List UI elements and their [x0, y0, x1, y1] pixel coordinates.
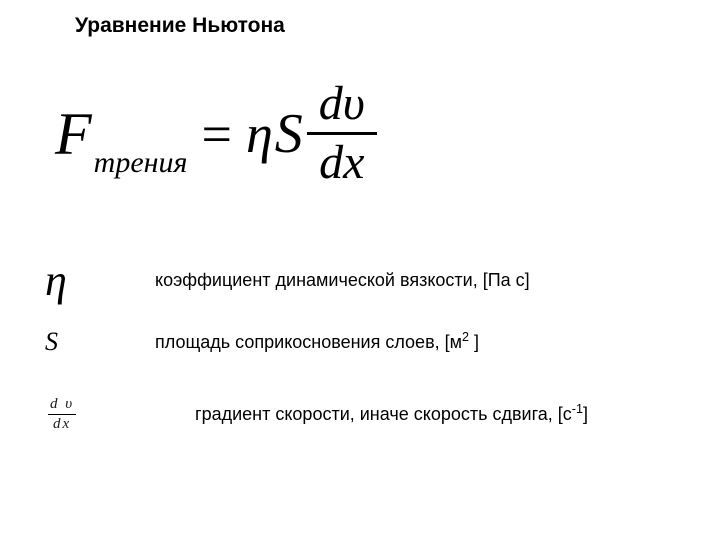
symbol-eta: η: [45, 256, 67, 305]
equation-fraction: dυ dx: [313, 80, 371, 187]
eq-denom-x: x: [343, 136, 364, 189]
desc-grad-pre: градиент скорости, иначе скорость сдвига…: [195, 404, 572, 424]
mini-frac-top: d υ: [48, 397, 76, 412]
newton-equation: F трения = η S dυ dx: [55, 80, 371, 187]
desc-grad-sup: -1: [572, 402, 583, 416]
desc-S: площадь соприкосновения слоев, [м2 ]: [155, 329, 479, 354]
desc-eta: коэффициент динамической вязкости, [Па с…: [155, 269, 530, 292]
desc-S-post: ]: [469, 332, 479, 352]
fraction-bar: [307, 132, 377, 135]
page-title: Уравнение Ньютона: [75, 14, 285, 38]
equation-eta: η: [246, 107, 273, 161]
eq-numer-d: d: [319, 77, 343, 130]
desc-gradient: градиент скорости, иначе скорость сдвига…: [195, 401, 588, 426]
eq-denom-d: d: [319, 136, 343, 189]
equation-F: F: [55, 104, 92, 164]
eq-numer-v: υ: [343, 77, 365, 130]
equation-S: S: [275, 106, 303, 162]
mini-frac-bot: dx: [51, 417, 73, 432]
definition-row-eta: η коэффициент динамической вязкости, [Па…: [45, 255, 690, 306]
equation-equals: =: [201, 107, 231, 161]
definition-row-S: S площадь соприкосновения слоев, [м2 ]: [45, 327, 690, 357]
definition-row-gradient: d υ dx градиент скорости, иначе скорость…: [45, 395, 690, 432]
desc-S-sup: 2: [462, 330, 469, 344]
equation-F-subscript: трения: [94, 148, 188, 178]
mini-frac-bar: [48, 414, 76, 415]
desc-grad-post: ]: [583, 404, 588, 424]
desc-S-pre: площадь соприкосновения слоев, [м: [155, 332, 462, 352]
symbol-gradient: d υ dx: [48, 397, 76, 432]
symbol-S: S: [45, 327, 58, 356]
